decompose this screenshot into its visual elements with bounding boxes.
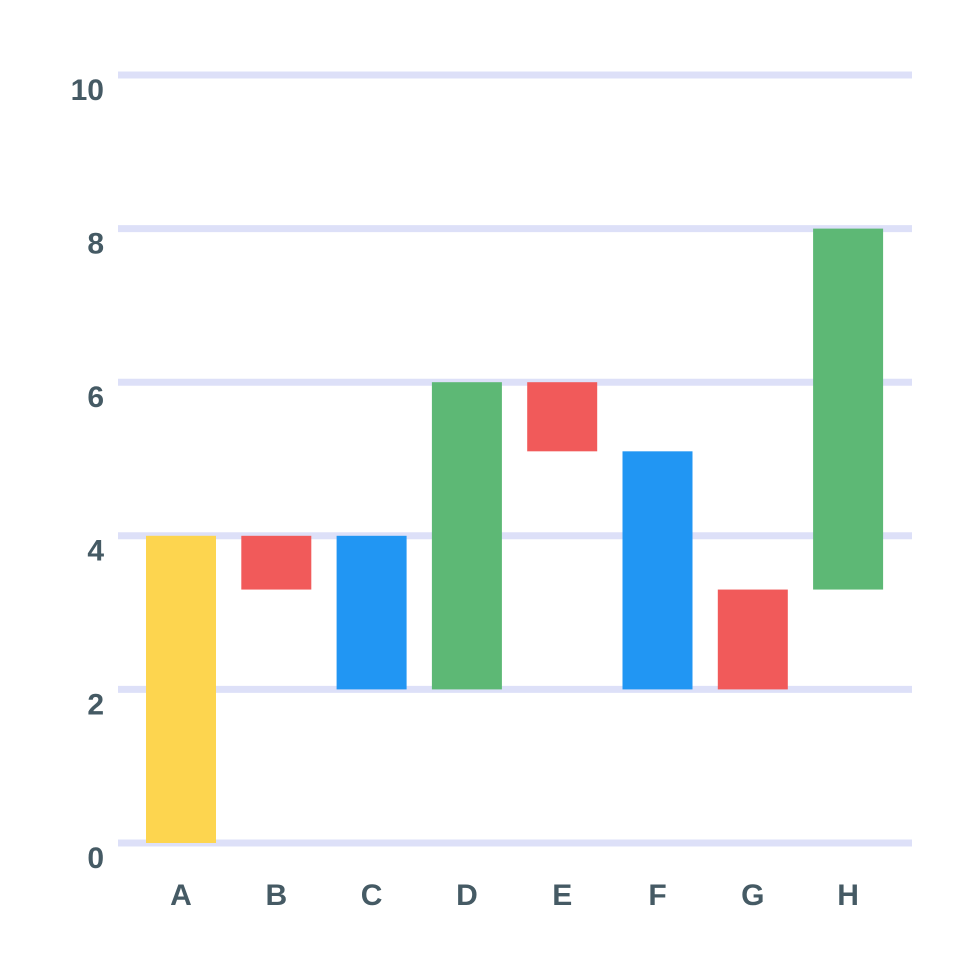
- x-tick-label: B: [265, 879, 287, 912]
- x-tick-label: F: [648, 879, 666, 912]
- x-tick-label: G: [741, 879, 764, 912]
- y-tick-label: 10: [71, 74, 104, 107]
- x-tick-label: C: [361, 879, 383, 912]
- y-tick-label: 0: [87, 842, 104, 875]
- y-tick-label: 2: [87, 688, 104, 721]
- bar: [431, 382, 502, 690]
- x-tick-label: H: [837, 879, 859, 912]
- y-tick-label: 8: [87, 228, 104, 261]
- x-tick-label: D: [456, 879, 478, 912]
- bar: [146, 535, 216, 843]
- x-tick-label: A: [170, 879, 192, 912]
- bar: [813, 228, 884, 590]
- bar: [717, 589, 788, 690]
- bar: [336, 535, 407, 690]
- y-tick-label: 4: [87, 535, 104, 568]
- bar: [622, 451, 693, 690]
- bar: [527, 382, 598, 452]
- y-tick-label: 6: [87, 381, 104, 414]
- bar: [241, 535, 312, 590]
- x-tick-label: E: [552, 879, 572, 912]
